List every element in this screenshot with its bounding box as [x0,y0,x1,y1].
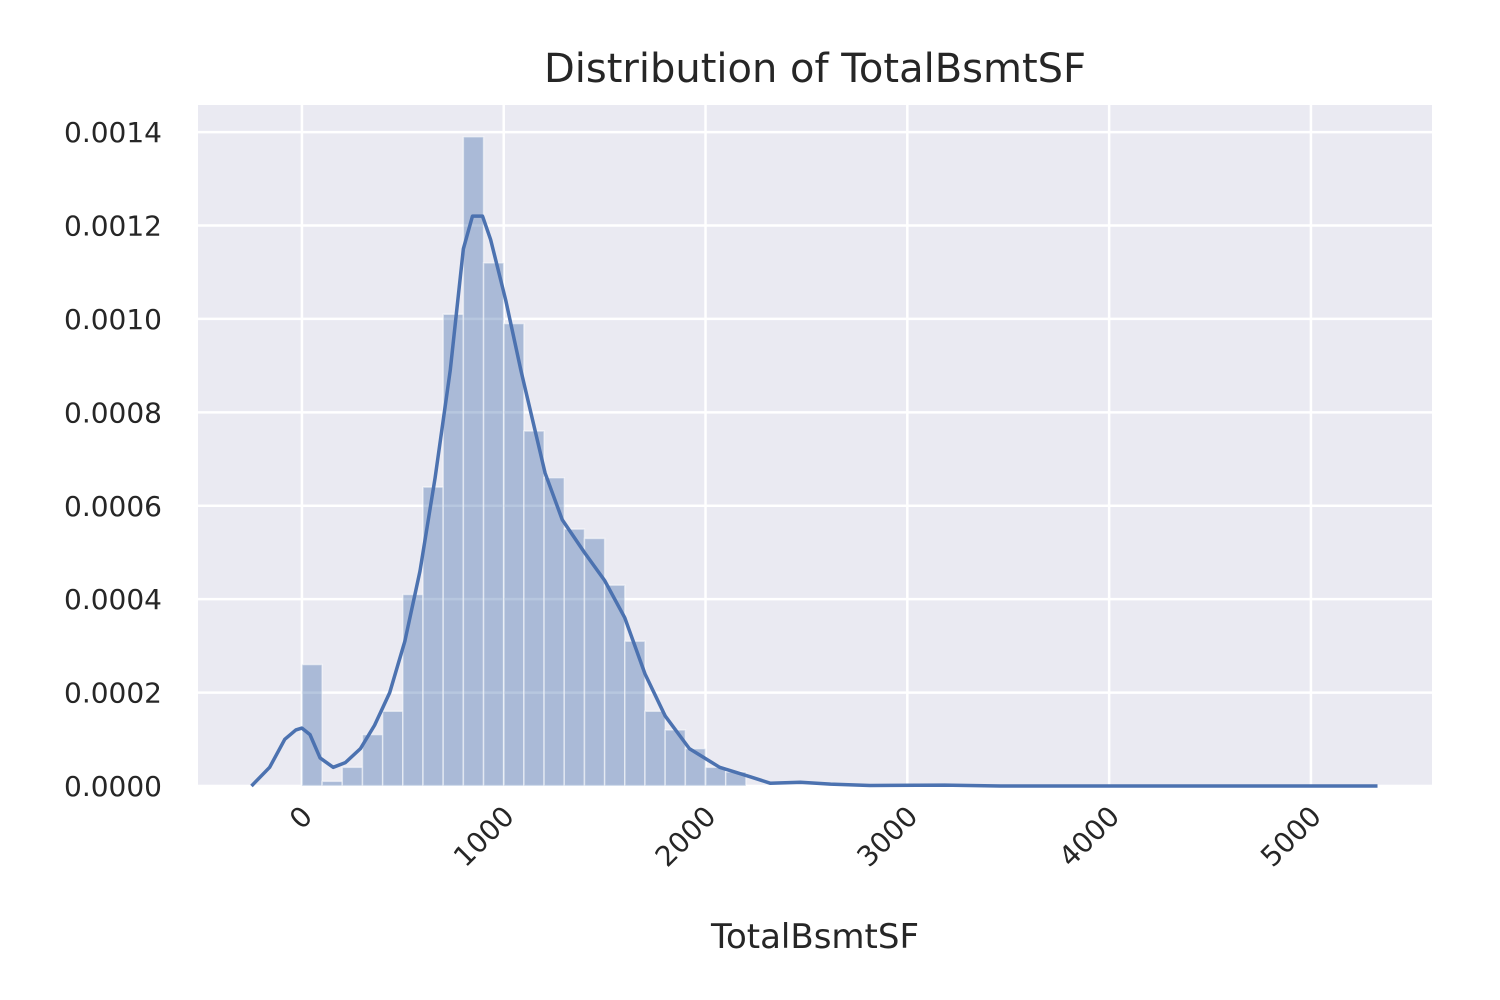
y-tick-label: 0.0008 [64,396,162,429]
bar [502,322,525,787]
bar [543,476,566,787]
x-tick-label: 0 [283,800,319,836]
bar [523,430,545,787]
x-tick-label: 3000 [851,800,925,874]
bar [321,780,344,787]
x-tick-label: 1000 [447,800,521,874]
bar [442,313,465,787]
x-tick-label: 5000 [1254,800,1328,874]
y-tick-label: 0.0000 [64,770,162,803]
y-tick-label: 0.0006 [64,490,162,523]
x-tick-label: 2000 [649,800,723,874]
bar [301,663,323,787]
bar [644,710,666,787]
bar [563,528,586,787]
x-axis-label: TotalBsmtSF [710,917,919,957]
bar [402,593,424,787]
bar [482,262,505,787]
plot-area [198,105,1432,786]
y-tick-label: 0.0012 [64,210,162,243]
y-tick-label: 0.0010 [64,303,162,336]
bar [704,766,727,787]
bar [341,766,364,787]
chart-title: Distribution of TotalBsmtSF [544,46,1086,92]
kde-line [250,214,1378,788]
y-tick-label: 0.0014 [64,116,162,149]
y-tick-label: 0.0004 [64,583,162,616]
y-tick-label: 0.0002 [64,677,162,710]
x-tick-label: 4000 [1052,800,1126,874]
bar [381,710,404,787]
